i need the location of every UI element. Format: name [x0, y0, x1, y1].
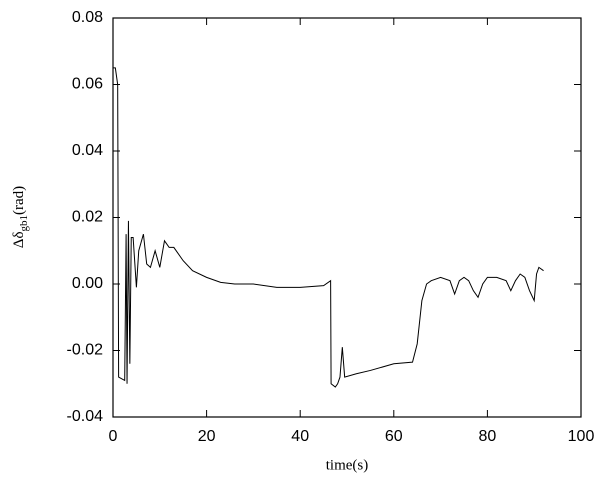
y-tick-label: 0.06 — [72, 76, 103, 93]
y-tick-label: -0.04 — [67, 408, 104, 425]
y-tick-label: 0.00 — [72, 275, 103, 292]
x-tick-label: 40 — [291, 428, 309, 445]
y-label-main: Δδ — [11, 231, 27, 248]
x-tick-label: 80 — [479, 428, 497, 445]
data-line — [113, 67, 544, 388]
y-label-sub: gb1 — [18, 215, 30, 232]
x-tick-label: 20 — [198, 428, 216, 445]
y-axis-label: Δδgb1(rad) — [11, 186, 29, 248]
y-label-unit: (rad) — [11, 186, 27, 215]
y-tick-label: 0.04 — [72, 142, 103, 159]
x-tick-label: 60 — [385, 428, 403, 445]
x-tick-label: 100 — [568, 428, 595, 445]
x-axis-label: time(s) — [326, 457, 369, 473]
y-tick-label: 0.08 — [72, 9, 103, 26]
y-tick-label: 0.02 — [72, 209, 103, 226]
plot-frame — [112, 17, 582, 418]
x-tick-label: 0 — [109, 428, 118, 445]
y-tick-label: -0.02 — [67, 342, 104, 359]
